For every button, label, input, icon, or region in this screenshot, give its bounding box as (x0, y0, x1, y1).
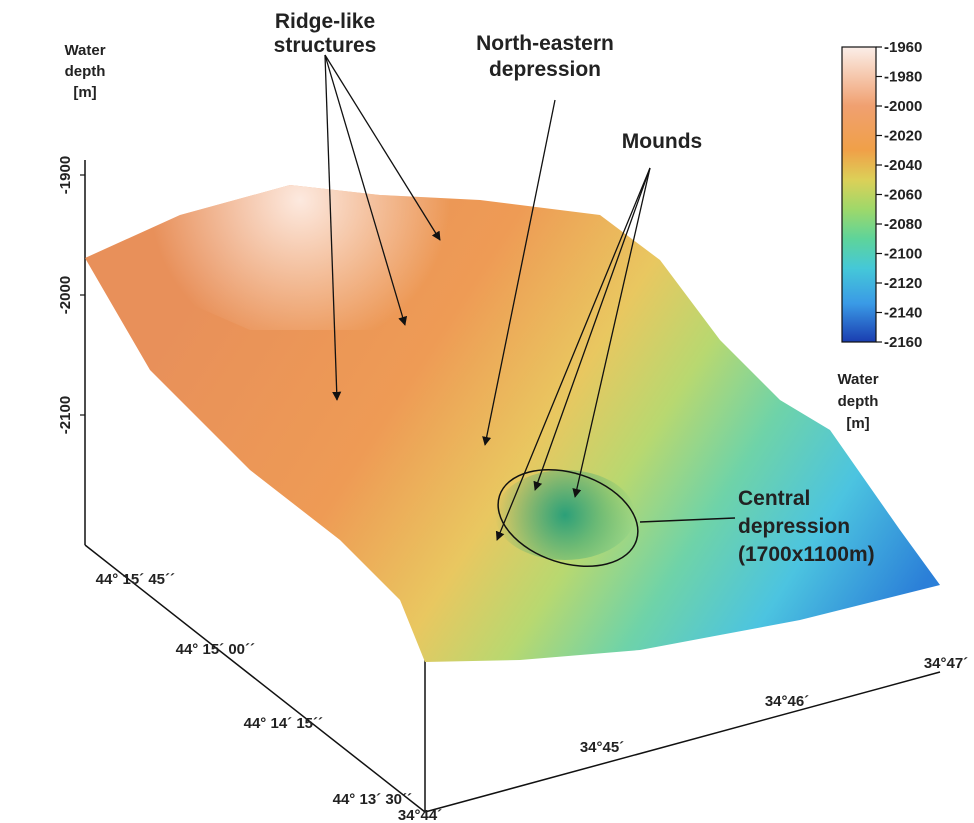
colorbar-tick-label: -2040 (884, 157, 922, 174)
annotation: Central (738, 487, 810, 510)
colorbar-tick-label: -2120 (884, 275, 922, 292)
colorbar (842, 47, 876, 342)
depth-tick-label: -2100 (57, 396, 74, 434)
annotation: North-eastern (476, 32, 614, 55)
colorbar-tick-label: -2140 (884, 305, 922, 322)
longitude-tick: 34°47´ (924, 655, 968, 672)
depth-tick-label: -2000 (57, 276, 74, 314)
colorbar-title: depth (838, 393, 879, 410)
colorbar-tick-label: -2060 (884, 187, 922, 204)
annotation: Ridge-like (275, 10, 375, 33)
colorbar-title: Water (837, 371, 878, 388)
bathymetry-figure: Ridge-like structures North-eastern depr… (0, 0, 974, 823)
annotation: depression (489, 58, 601, 81)
colorbar-tick-label: -2020 (884, 128, 922, 145)
longitude-tick: 34°44´ (398, 807, 442, 823)
annotation: Mounds (622, 130, 702, 153)
colorbar-tick-label: -2160 (884, 334, 922, 351)
axis-title: Water (64, 42, 105, 59)
latitude-tick: 44° 15´ 45´´ (96, 571, 175, 588)
axis-title: depth (65, 63, 106, 80)
annotation: structures (274, 34, 377, 57)
annotation: depression (738, 515, 850, 538)
colorbar-title: [m] (846, 415, 869, 432)
depth-tick-label: -1900 (57, 156, 74, 194)
latitude-tick: 44° 15´ 00´´ (176, 641, 255, 658)
annotation: (1700x1100m) (738, 543, 875, 566)
colorbar-tick-label: -2080 (884, 216, 922, 233)
colorbar-tick-label: -2000 (884, 98, 922, 115)
depression-shade (495, 470, 635, 560)
latitude-tick: 44° 13´ 30´´ (333, 791, 412, 808)
colorbar-tick-label: -1960 (884, 39, 922, 56)
axis-title: [m] (73, 84, 96, 101)
colorbar-tick-label: -1980 (884, 69, 922, 86)
longitude-tick: 34°45´ (580, 739, 624, 756)
colorbar-tick-label: -2100 (884, 246, 922, 263)
latitude-tick: 44° 14´ 15´´ (244, 715, 323, 732)
longitude-tick: 34°46´ (765, 693, 809, 710)
